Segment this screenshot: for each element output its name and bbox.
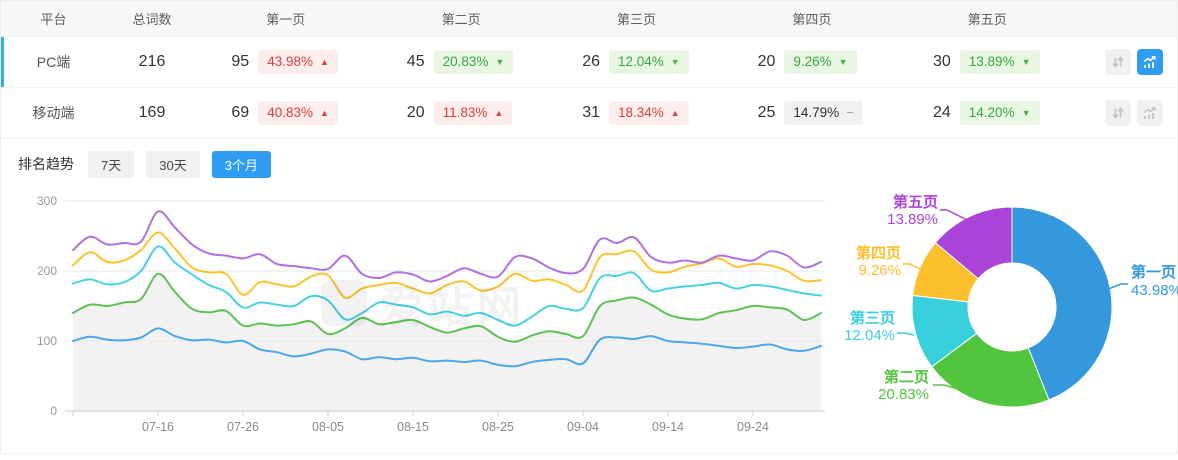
pct-value: 18.34% (617, 104, 664, 120)
svg-text:07-26: 07-26 (227, 420, 259, 434)
trend-arrow-icon: ▲ (494, 107, 504, 118)
trend-arrow-icon: ▼ (1021, 56, 1031, 67)
page-distribution-pie-chart: 第一页 43.98% 第二页 20.83% 第三页 12.04% 第四页 9.26% 第五页 13… (831, 189, 1178, 455)
pct-badge: 18.34% ▲ (608, 100, 689, 126)
tab-3-months[interactable]: 3个月 (211, 150, 271, 178)
svg-text:第四页: 第四页 (856, 244, 901, 262)
swap-arrows-icon (1112, 107, 1124, 119)
pct-value: 11.83% (442, 104, 488, 120)
page5-count: 24 (932, 104, 951, 121)
pct-badge: 11.83% ▲ (433, 100, 513, 126)
page3-count: 31 (582, 104, 600, 121)
pct-value: 14.20% (968, 104, 1015, 120)
pct-value: 20.83% (442, 53, 489, 69)
trend-chart-button[interactable] (1136, 100, 1163, 126)
line-chart-icon (1144, 106, 1157, 119)
tab-30-days[interactable]: 30天 (146, 150, 200, 178)
table-row-mobile[interactable]: 移动端 169 69 40.83% ▲ 20 11.83% ▲ 31 18.34% ▲… (1, 88, 1177, 139)
col-header-platform: 平台 (40, 12, 67, 27)
trend-chart-button[interactable] (1136, 49, 1163, 75)
trend-toolbar: 排名趋势 7天 30天 3个月 (1, 139, 1177, 189)
pct-value: 13.89% (968, 53, 1015, 69)
svg-text:12.04%: 12.04% (844, 327, 895, 344)
svg-text:第三页: 第三页 (850, 309, 895, 327)
page1-count: 95 (231, 53, 250, 70)
platform-name: 移动端 (32, 105, 75, 121)
pct-badge: 20.83% ▼ (433, 49, 514, 75)
page1-count: 69 (231, 104, 250, 121)
svg-text:09-04: 09-04 (567, 420, 599, 434)
total-words: 216 (138, 53, 166, 70)
svg-text:43.98%: 43.98% (1131, 282, 1178, 299)
line-chart-icon (1144, 55, 1157, 68)
svg-text:20.83%: 20.83% (878, 386, 929, 403)
pct-badge: 9.26% ▼ (784, 49, 857, 75)
svg-text:13.89%: 13.89% (887, 211, 938, 228)
trend-arrow-icon: ▼ (838, 56, 848, 67)
svg-text:08-15: 08-15 (397, 420, 429, 434)
svg-text:第五页: 第五页 (893, 193, 938, 211)
pct-value: 9.26% (793, 53, 832, 69)
page4-count: 25 (757, 104, 776, 121)
page3-count: 26 (582, 53, 600, 70)
page4-count: 20 (757, 53, 776, 70)
pct-badge: 43.98% ▲ (258, 49, 338, 75)
trend-section-title: 排名趋势 (18, 156, 74, 172)
platform-name: PC端 (36, 54, 71, 70)
trend-line-chart: 0 100 200 300 07-16 07-26 08-05 08-15 08-25 09-04… (1, 189, 831, 455)
svg-text:100: 100 (37, 334, 57, 348)
pct-badge: 14.79% − (784, 100, 863, 126)
col-header-page4: 第四页 (792, 12, 832, 27)
svg-text:200: 200 (37, 264, 57, 278)
svg-text:第一页: 第一页 (1131, 263, 1176, 281)
pct-badge: 13.89% ▼ (959, 49, 1040, 75)
pct-value: 14.79% (793, 104, 840, 120)
trend-arrow-icon: ▼ (1021, 107, 1031, 118)
trend-arrow-icon: ▼ (495, 56, 505, 67)
page5-count: 30 (932, 53, 951, 70)
sort-button[interactable] (1104, 49, 1131, 75)
col-header-page1: 第一页 (266, 12, 306, 27)
trend-arrow-icon: ▲ (319, 56, 329, 67)
svg-text:300: 300 (37, 194, 57, 208)
col-header-page5: 第五页 (967, 12, 1007, 27)
trend-arrow-icon: − (846, 104, 854, 120)
page2-count: 45 (406, 53, 425, 70)
svg-text:07-16: 07-16 (142, 420, 174, 434)
svg-text:第二页: 第二页 (884, 368, 929, 386)
svg-text:08-05: 08-05 (312, 420, 344, 434)
col-header-page3: 第三页 (616, 12, 656, 27)
pct-value: 12.04% (617, 53, 664, 69)
svg-text:09-14: 09-14 (652, 420, 684, 434)
col-header-total: 总词数 (132, 12, 172, 27)
swap-arrows-icon (1112, 56, 1124, 68)
total-words: 169 (138, 104, 166, 121)
svg-text:08-25: 08-25 (482, 420, 514, 434)
svg-text:9.26%: 9.26% (858, 262, 901, 279)
table-row-pc[interactable]: PC端 216 95 43.98% ▲ 45 20.83% ▼ 26 12.04% ▼… (1, 37, 1177, 88)
page2-count: 20 (406, 104, 425, 121)
col-header-page2: 第二页 (441, 12, 481, 27)
sort-button[interactable] (1104, 100, 1131, 126)
trend-arrow-icon: ▼ (670, 56, 680, 67)
tab-7-days[interactable]: 7天 (88, 150, 135, 178)
trend-arrow-icon: ▲ (319, 107, 329, 118)
trend-arrow-icon: ▲ (670, 107, 680, 118)
pct-value: 40.83% (267, 104, 313, 120)
pct-badge: 40.83% ▲ (258, 100, 338, 126)
pct-value: 43.98% (267, 53, 313, 69)
table-header-row: 平台 总词数 第一页 第二页 第三页 第四页 第五页 (1, 1, 1177, 37)
pct-badge: 12.04% ▼ (608, 49, 689, 75)
svg-text:0: 0 (50, 404, 57, 418)
pct-badge: 14.20% ▼ (959, 100, 1040, 126)
svg-text:09-24: 09-24 (737, 420, 769, 434)
